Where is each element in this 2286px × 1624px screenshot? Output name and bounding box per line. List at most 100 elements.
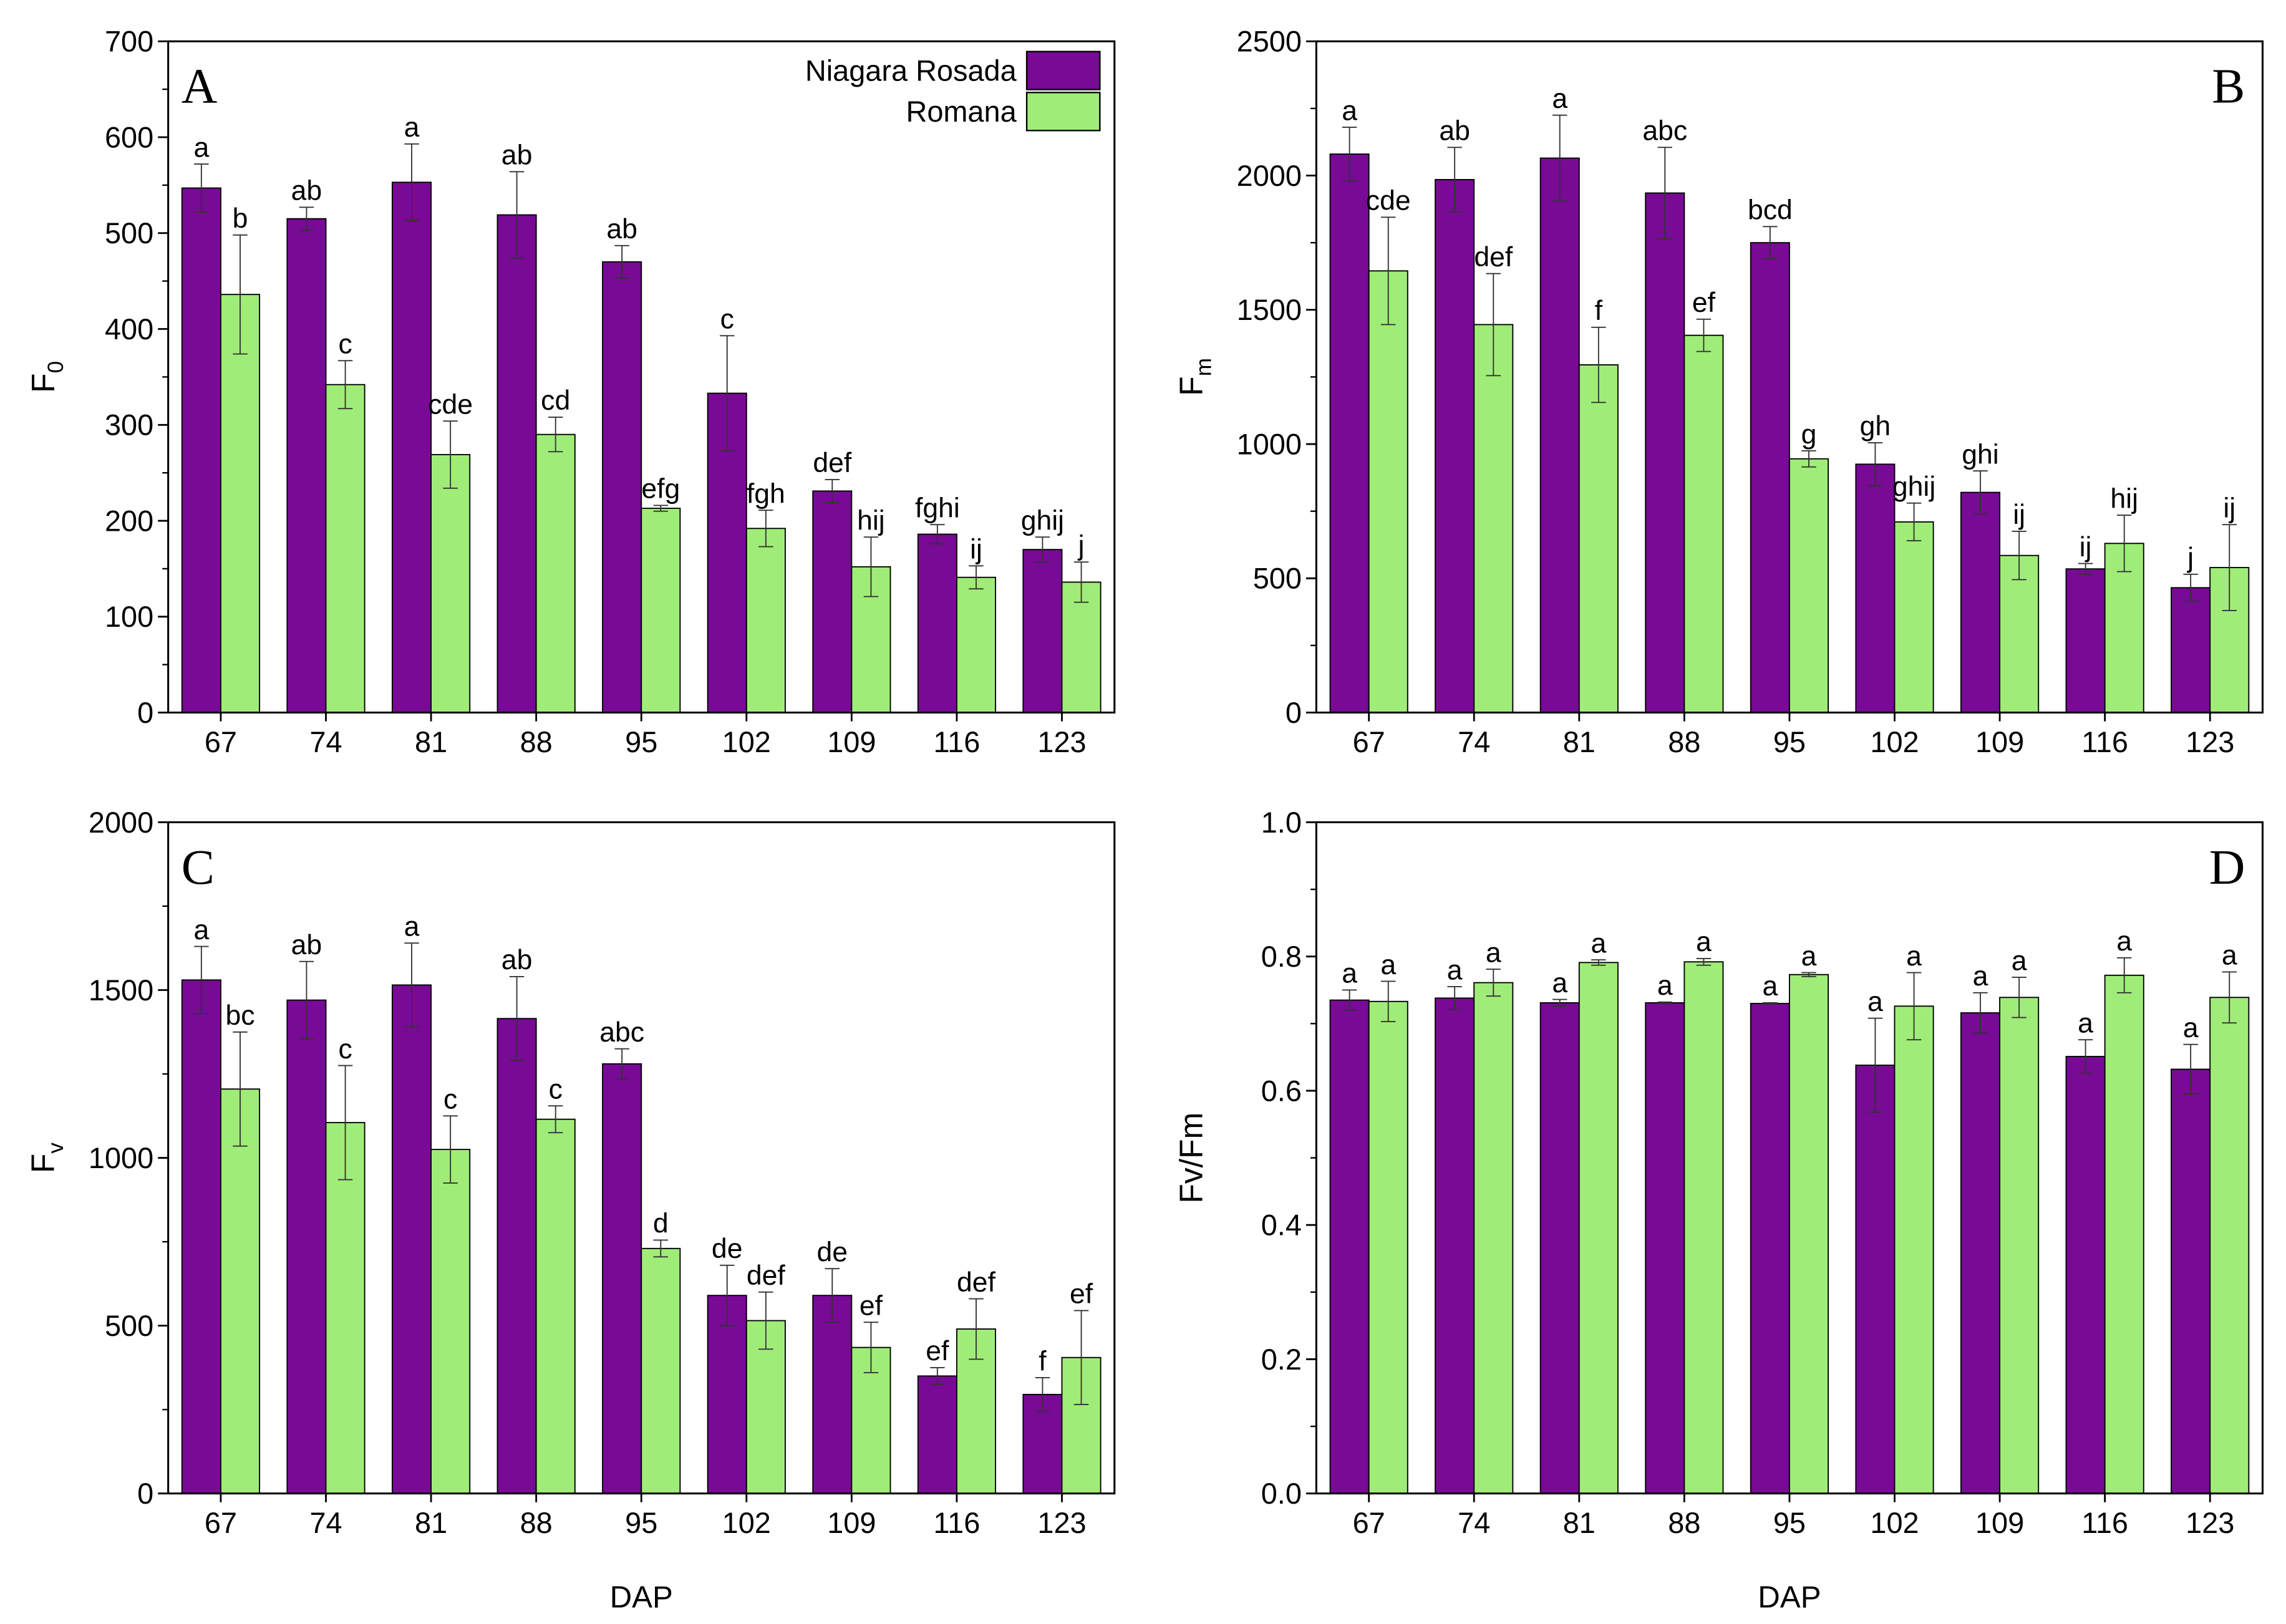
significance-letter: a <box>1380 950 1396 980</box>
bar-niagara-rosada <box>812 490 853 713</box>
y-tick-label: 100 <box>105 601 153 633</box>
significance-letter: hij <box>2110 483 2138 514</box>
x-tick-label: 74 <box>309 1507 342 1539</box>
x-tick-label: 109 <box>827 726 876 758</box>
significance-letter: a <box>193 915 209 945</box>
significance-letter: a <box>1906 941 1922 972</box>
significance-letter: de <box>712 1234 743 1264</box>
panel-label: B <box>2212 59 2245 114</box>
significance-letter: a <box>2222 940 2237 971</box>
bar-romana <box>430 454 471 713</box>
legend: Niagara Rosada Romana <box>805 51 1101 132</box>
significance-letter: a <box>1342 95 1357 126</box>
bar-niagara-rosada <box>812 1295 853 1494</box>
bar-romana <box>1683 961 1724 1494</box>
significance-letter: a <box>1801 941 1817 972</box>
bar-niagara-rosada <box>917 1375 957 1494</box>
bar-niagara-rosada <box>1645 1002 1685 1494</box>
bar-niagara-rosada <box>1329 153 1370 713</box>
significance-letter: a <box>1552 968 1567 998</box>
x-tick-label: 95 <box>625 1507 657 1539</box>
y-tick-label: 2000 <box>1237 160 1302 192</box>
bar-romana <box>220 1088 261 1494</box>
significance-letter: f <box>1595 296 1603 326</box>
bar-niagara-rosada <box>2171 1068 2211 1494</box>
x-tick-label: 67 <box>205 1507 237 1539</box>
y-tick-label: 0.0 <box>1261 1477 1302 1510</box>
y-tick-label: 500 <box>1253 563 1302 595</box>
bar-romana <box>535 433 576 713</box>
significance-letter: def <box>747 1260 786 1291</box>
bar-romana <box>1683 334 1724 713</box>
bar-niagara-rosada <box>1329 999 1370 1494</box>
y-tick-label: 500 <box>105 217 153 249</box>
significance-letter: a <box>1447 955 1463 985</box>
y-tick-label: 0 <box>137 697 153 729</box>
y-tick-label: 0.4 <box>1261 1209 1302 1242</box>
bar-niagara-rosada <box>1960 491 2000 713</box>
significance-letter: bcd <box>1748 195 1793 226</box>
significance-letter: ghij <box>1892 471 1935 502</box>
x-tick-label: 74 <box>1458 726 1490 758</box>
x-axis-label: DAP <box>610 1580 673 1615</box>
y-tick-label: 0 <box>1286 697 1302 729</box>
y-tick-label: 2500 <box>1237 26 1302 58</box>
significance-letter: hij <box>857 505 885 536</box>
significance-letter: a <box>1762 971 1778 1002</box>
y-tick-label: 200 <box>105 505 153 537</box>
significance-letter: ab <box>291 930 322 960</box>
x-tick-label: 123 <box>2186 1507 2234 1539</box>
bar-niagara-rosada <box>1750 1003 1790 1494</box>
bar-niagara-rosada <box>286 999 327 1494</box>
bar-romana <box>641 508 681 713</box>
x-tick-label: 123 <box>1037 1507 1086 1539</box>
significance-letter: c <box>338 1034 352 1065</box>
y-axis-label: Fm <box>1173 358 1216 396</box>
significance-letter: fghi <box>915 493 960 523</box>
y-tick-label: 0.8 <box>1261 940 1302 973</box>
significance-letter: j <box>2186 543 2194 573</box>
significance-letter: d <box>653 1209 669 1239</box>
significance-letter: a <box>1342 959 1357 989</box>
significance-letter: efg <box>641 474 680 505</box>
significance-letter: a <box>2116 926 2132 957</box>
x-tick-label: 81 <box>1563 1507 1596 1539</box>
significance-letter: def <box>813 448 852 478</box>
significance-letter: a <box>1591 928 1606 959</box>
legend-swatch <box>1025 92 1101 132</box>
x-tick-label: 109 <box>1975 1507 2024 1539</box>
bar-romana <box>1578 962 1619 1494</box>
significance-letter: c <box>549 1074 563 1104</box>
y-tick-label: 1000 <box>89 1142 153 1174</box>
significance-letter: ab <box>501 945 533 975</box>
bar-niagara-rosada <box>1750 242 1790 713</box>
significance-letter: fgh <box>747 478 785 509</box>
significance-letter: abc <box>1642 116 1687 147</box>
significance-letter: a <box>193 132 209 163</box>
x-tick-label: 67 <box>1353 726 1385 758</box>
bar-romana <box>325 384 366 713</box>
significance-letter: ef <box>1692 288 1716 318</box>
bar-romana <box>535 1118 576 1494</box>
significance-letter: def <box>957 1267 996 1298</box>
bar-niagara-rosada <box>602 261 642 713</box>
bar-niagara-rosada <box>181 979 221 1494</box>
bar-romana <box>1473 982 1514 1494</box>
legend-label: Romana <box>906 95 1017 128</box>
y-tick-label: 300 <box>105 409 153 442</box>
significance-letter: a <box>1867 987 1883 1017</box>
x-tick-label: 102 <box>722 726 771 758</box>
x-tick-label: 88 <box>520 1507 553 1539</box>
y-tick-label: 1.0 <box>1261 806 1302 839</box>
significance-letter: abc <box>599 1017 644 1048</box>
x-tick-label: 88 <box>1668 726 1700 758</box>
significance-letter: a <box>404 911 420 942</box>
bar-romana <box>1368 1000 1408 1494</box>
x-tick-label: 81 <box>1563 726 1596 758</box>
y-tick-label: 400 <box>105 313 153 346</box>
significance-letter: c <box>338 329 352 360</box>
significance-letter: a <box>2183 1013 2199 1043</box>
bar-niagara-rosada <box>1539 157 1580 713</box>
